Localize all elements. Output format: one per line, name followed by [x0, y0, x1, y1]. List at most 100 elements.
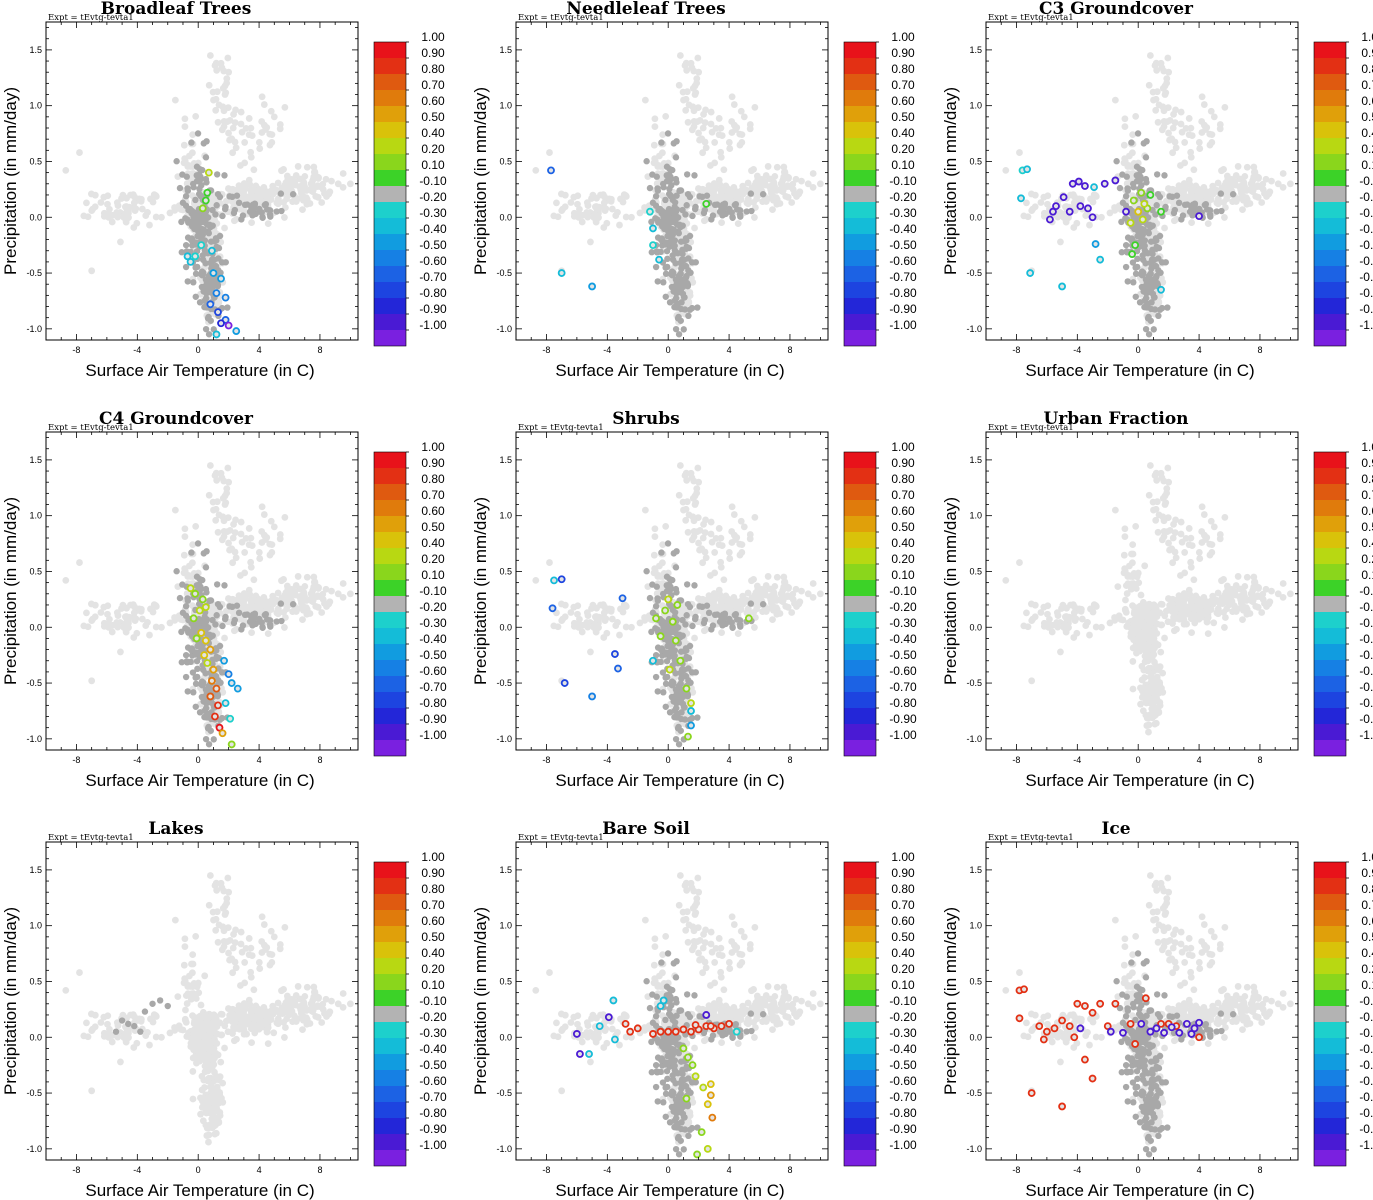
- y-tick-label: -0.5: [496, 268, 512, 278]
- neutral-point: [221, 615, 229, 623]
- background-point: [771, 172, 779, 180]
- background-point: [781, 168, 789, 176]
- background-point: [171, 506, 179, 514]
- colorbar-segment: [374, 298, 406, 314]
- background-point: [294, 573, 302, 580]
- background-point: [149, 608, 157, 616]
- neutral-point: [663, 247, 671, 255]
- background-point: [1239, 206, 1246, 214]
- background-point: [753, 179, 761, 187]
- background-point: [308, 184, 316, 192]
- neutral-point: [1218, 207, 1225, 215]
- neutral-point: [201, 303, 208, 311]
- neutral-point: [266, 621, 274, 628]
- colorbar-label: 1.00: [1361, 30, 1373, 44]
- neutral-point: [672, 325, 680, 333]
- background-point: [601, 193, 609, 201]
- neutral-point: [192, 293, 199, 300]
- neutral-point: [219, 212, 226, 220]
- neutral-point: [203, 548, 210, 555]
- background-point: [1187, 124, 1195, 132]
- background-point: [1154, 118, 1162, 126]
- background-point: [188, 170, 196, 178]
- background-point: [237, 108, 245, 116]
- background-point: [292, 198, 300, 205]
- neutral-point: [1142, 154, 1150, 161]
- data-point: [547, 166, 555, 175]
- neutral-point: [671, 303, 678, 311]
- background-point: [326, 188, 334, 196]
- background-point: [267, 606, 275, 613]
- background-point: [1198, 118, 1206, 125]
- background-point: [281, 624, 288, 631]
- neutral-point: [176, 594, 184, 602]
- background-point: [240, 180, 248, 187]
- background-point: [620, 191, 628, 198]
- background-point: [251, 186, 259, 194]
- colorbar-label: 0.90: [891, 46, 915, 60]
- background-point: [113, 212, 121, 220]
- background-point: [299, 206, 306, 214]
- neutral-point: [699, 193, 706, 201]
- neutral-point: [197, 176, 204, 183]
- background-point: [1208, 139, 1216, 146]
- background-point: [721, 186, 729, 194]
- background-point: [561, 191, 569, 199]
- background-point: [339, 183, 347, 191]
- background-point: [804, 180, 812, 188]
- colorbar-segment: [844, 170, 876, 186]
- colorbar-label: -0.40: [889, 222, 917, 236]
- neutral-point: [207, 238, 215, 245]
- neutral-point: [659, 207, 666, 215]
- y-tick-label: 1.5: [29, 455, 42, 465]
- neutral-point: [202, 154, 210, 161]
- background-point: [181, 525, 189, 533]
- background-point: [258, 503, 266, 511]
- background-point: [117, 238, 124, 246]
- background-point: [1090, 191, 1098, 198]
- background-point: [300, 589, 308, 596]
- neutral-point: [1217, 190, 1225, 197]
- data-point: [1157, 285, 1165, 294]
- colorbar-segment: [844, 202, 876, 218]
- panel-title: Needleleaf Trees: [566, 0, 725, 19]
- neutral-point: [199, 680, 206, 688]
- background-point: [228, 545, 236, 553]
- colorbar-segment: [1314, 58, 1346, 74]
- neutral-point: [192, 196, 199, 204]
- colorbar-label: 0.50: [891, 110, 915, 124]
- neutral-point: [182, 602, 190, 610]
- neutral-point: [652, 192, 660, 200]
- colorbar-label: 0.40: [891, 126, 915, 140]
- background-point: [180, 551, 188, 559]
- background-point: [221, 224, 228, 232]
- background-point: [1241, 172, 1249, 180]
- background-point: [192, 523, 200, 530]
- background-point: [770, 179, 778, 186]
- background-point: [100, 212, 108, 220]
- background-point: [311, 168, 319, 176]
- data-point: [224, 321, 233, 330]
- colorbar: 1.000.900.800.700.600.500.400.200.10-0.1…: [373, 30, 447, 347]
- colorbar-label: -0.80: [419, 286, 447, 300]
- neutral-point: [193, 163, 201, 170]
- background-point: [1232, 198, 1240, 205]
- background-point: [245, 115, 253, 122]
- background-point: [97, 199, 105, 206]
- data-point: [183, 252, 192, 261]
- background-point: [247, 153, 255, 161]
- background-point: [1159, 103, 1167, 111]
- background-point: [258, 596, 266, 603]
- data-point: [1137, 188, 1146, 197]
- background-point: [1207, 196, 1215, 203]
- neutral-point: [729, 213, 736, 221]
- colorbar-label: -0.10: [419, 174, 447, 188]
- background-point: [247, 534, 255, 542]
- colorbar-label: -0.20: [419, 600, 447, 614]
- colorbar-label: -0.80: [419, 696, 447, 710]
- background-point: [283, 589, 291, 597]
- background-point: [764, 163, 772, 170]
- data-point: [1088, 213, 1097, 222]
- background-point: [773, 187, 780, 194]
- background-point: [150, 601, 158, 608]
